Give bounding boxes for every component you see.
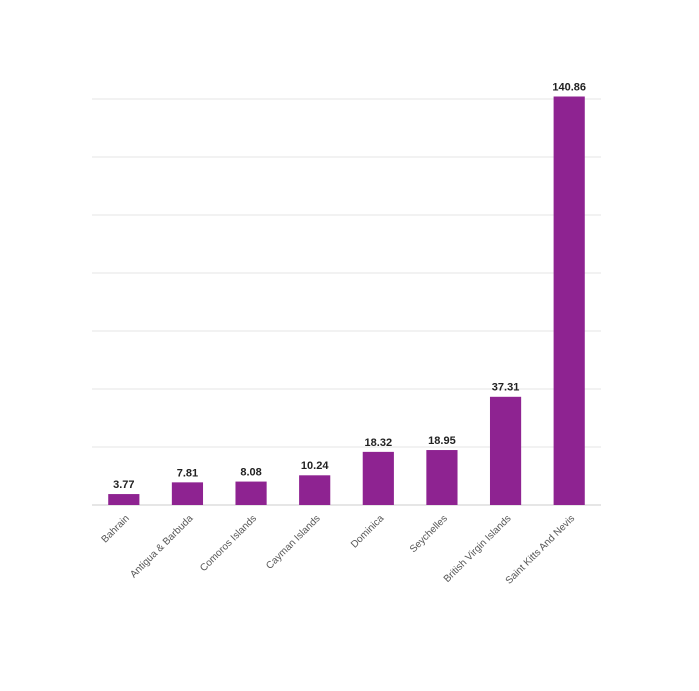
x-tick-label: British Virgin Islands	[442, 513, 514, 585]
value-label: 18.95	[428, 435, 456, 447]
value-label: 8.08	[240, 466, 261, 478]
bar	[489, 396, 522, 505]
x-tick-label: Comoros Islands	[198, 513, 259, 574]
bar	[362, 451, 394, 505]
bar	[171, 482, 204, 505]
value-label: 18.32	[365, 437, 393, 449]
bar	[235, 481, 267, 505]
bar	[108, 494, 140, 505]
x-tick-label: Saint Kitts And Nevis	[504, 513, 577, 586]
x-tick-label: Bahrain	[100, 513, 132, 545]
bar	[299, 475, 331, 505]
value-label: 140.86	[552, 81, 586, 93]
bar	[553, 96, 585, 506]
x-tick-label: Dominica	[349, 513, 387, 551]
value-label: 10.24	[301, 460, 329, 472]
bar	[426, 450, 458, 505]
value-label: 37.31	[492, 382, 520, 394]
value-label: 7.81	[177, 467, 198, 479]
x-tick-label: Antigua & Barbuda	[128, 513, 195, 580]
x-tick-label: Seychelles	[408, 513, 450, 555]
value-label: 3.77	[113, 479, 134, 491]
x-tick-label: Cayman Islands	[264, 513, 322, 571]
